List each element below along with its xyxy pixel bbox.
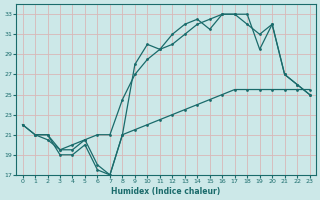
X-axis label: Humidex (Indice chaleur): Humidex (Indice chaleur) <box>111 187 221 196</box>
